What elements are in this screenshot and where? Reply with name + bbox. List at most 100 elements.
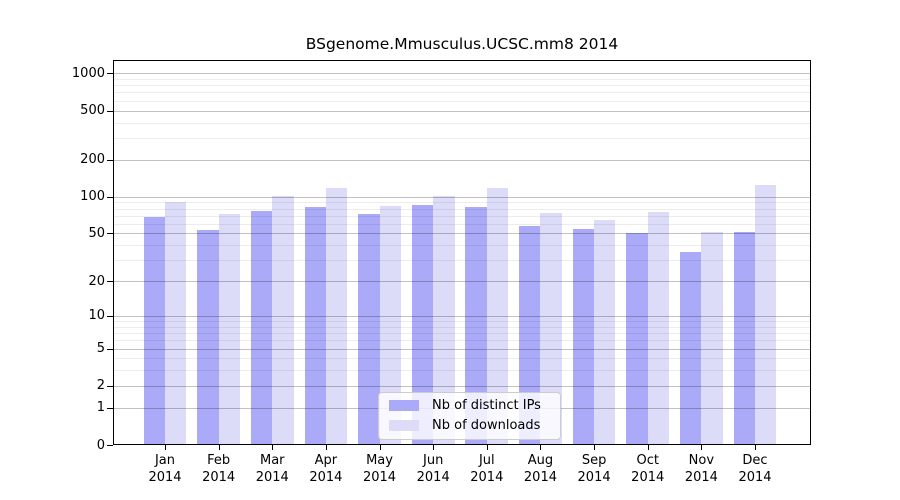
minor-gridline-9 (114, 321, 810, 323)
bar-downloads-sep (594, 220, 616, 445)
minor-gridline-3 (114, 370, 810, 372)
major-gridline-20 (114, 281, 810, 283)
x-tick-label-may: May 2014 (362, 453, 397, 485)
y-tick-mark-0 (107, 445, 113, 446)
minor-gridline-700 (114, 92, 810, 94)
x-tick-mark-jun (433, 445, 435, 450)
bar-downloads-jan (165, 202, 187, 445)
bar-downloads-nov (701, 232, 723, 445)
x-tick-mark-nov (701, 445, 703, 450)
bar-distinct-ips-jun (411, 204, 434, 445)
major-gridline-50 (114, 233, 810, 235)
y-tick-mark-100 (107, 196, 113, 198)
minor-gridline-40 (114, 245, 810, 247)
x-tick-label-apr: Apr 2014 (309, 453, 343, 485)
y-tick-mark-2 (107, 385, 113, 387)
y-tick-mark-20 (107, 281, 113, 283)
x-tick-label-jul: Jul 2014 (470, 453, 504, 485)
x-tick-label-jan: Jan 2014 (148, 453, 182, 485)
x-tick-label-dec: Dec 2014 (738, 453, 772, 485)
minor-gridline-7 (114, 333, 810, 335)
bar-downloads-feb (218, 214, 241, 445)
minor-gridline-8 (114, 326, 810, 328)
minor-gridline-800 (114, 85, 810, 87)
x-tick-label-oct: Oct 2014 (631, 453, 665, 485)
x-tick-mark-feb (218, 445, 220, 450)
bar-distinct-ips-oct (626, 233, 648, 445)
downloads-swatch (389, 420, 419, 431)
y-tick-mark-10 (107, 315, 113, 317)
x-tick-mark-mar (272, 445, 274, 450)
bars-layer (113, 60, 811, 445)
grid-layer (113, 60, 811, 445)
plot-area: Nb of distinct IPs Nb of downloads (113, 60, 811, 445)
minor-gridline-900 (114, 78, 810, 80)
bar-distinct-ips-nov (679, 252, 702, 445)
major-gridline-500 (114, 110, 810, 112)
minor-gridline-70 (114, 215, 810, 217)
minor-gridline-80 (114, 208, 810, 210)
x-tick-label-mar: Mar 2014 (255, 453, 289, 485)
minor-gridline-300 (114, 137, 810, 139)
y-tick-label-2: 2 (96, 378, 105, 394)
y-tick-label-1: 1 (96, 400, 105, 416)
bar-distinct-ips-apr (304, 207, 326, 445)
bar-downloads-may (379, 205, 401, 445)
y-tick-label-500: 500 (80, 103, 105, 119)
bar-downloads-dec (755, 184, 777, 445)
y-tick-mark-200 (107, 159, 113, 161)
minor-gridline-60 (114, 223, 810, 225)
y-tick-label-200: 200 (80, 152, 105, 168)
minor-gridline-30 (114, 260, 810, 262)
legend-item-downloads: Nb of downloads (387, 419, 552, 432)
major-gridline-2 (114, 385, 810, 387)
legend-label-downloads: Nb of downloads (432, 418, 541, 433)
bar-downloads-jun (433, 195, 455, 445)
major-gridline-1000 (114, 73, 810, 75)
x-tick-label-sep: Sep 2014 (577, 453, 611, 485)
major-gridline-100 (114, 196, 810, 198)
minor-gridline-600 (114, 100, 810, 102)
x-tick-label-jun: Jun 2014 (416, 453, 450, 485)
bar-distinct-ips-mar (250, 211, 273, 445)
major-gridline-10 (114, 315, 810, 317)
x-tick-mark-sep (594, 445, 596, 450)
minor-gridline-6 (114, 340, 810, 342)
chart-title: BSgenome.Mmusculus.UCSC.mm8 2014 (305, 35, 619, 53)
legend-item-distinct-ips: Nb of distinct IPs (387, 399, 552, 412)
minor-gridline-4 (114, 358, 810, 360)
x-tick-mark-dec (755, 445, 756, 450)
x-tick-mark-jul (486, 445, 488, 450)
legend-label-distinct-ips: Nb of distinct IPs (432, 398, 541, 413)
bar-distinct-ips-jan (143, 217, 165, 445)
distinct-ips-swatch (389, 400, 419, 411)
bar-distinct-ips-dec (733, 232, 755, 445)
x-tick-label-aug: Aug 2014 (523, 453, 557, 485)
x-tick-mark-may (379, 445, 381, 450)
y-tick-label-100: 100 (80, 189, 105, 205)
bar-downloads-oct (647, 212, 670, 445)
y-tick-label-5: 5 (96, 341, 105, 357)
y-tick-label-1000: 1000 (71, 65, 105, 81)
y-tick-label-0: 0 (96, 437, 105, 453)
bar-downloads-aug (540, 213, 562, 445)
bar-downloads-jul (486, 188, 509, 445)
x-tick-label-nov: Nov 2014 (684, 453, 718, 485)
x-tick-label-feb: Feb 2014 (202, 453, 236, 485)
y-tick-mark-5 (107, 348, 113, 350)
y-tick-mark-50 (107, 233, 113, 235)
y-tick-mark-1000 (107, 73, 113, 75)
bar-downloads-apr (325, 187, 348, 445)
major-gridline-5 (114, 348, 810, 350)
bar-distinct-ips-aug (519, 225, 541, 445)
bar-downloads-mar (272, 195, 294, 445)
legend: Nb of distinct IPs Nb of downloads (378, 392, 561, 440)
minor-gridline-400 (114, 122, 810, 124)
x-tick-mark-aug (540, 445, 542, 450)
major-gridline-200 (114, 159, 810, 161)
y-tick-label-20: 20 (88, 273, 105, 289)
y-tick-mark-500 (107, 110, 113, 112)
bar-distinct-ips-may (358, 214, 380, 445)
bar-distinct-ips-sep (572, 229, 595, 445)
